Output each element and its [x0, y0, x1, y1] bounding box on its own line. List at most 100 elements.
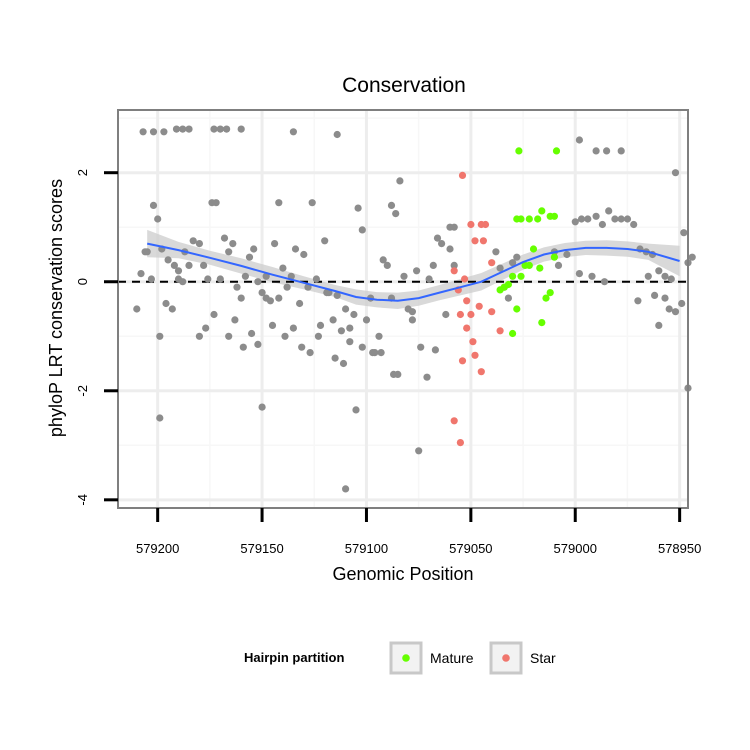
point-other-84: [425, 275, 433, 283]
point-other-22: [154, 215, 162, 223]
point-other-132: [342, 485, 350, 493]
point-star-0: [458, 171, 467, 179]
point-other-1: [149, 128, 158, 136]
point-other-136: [504, 294, 512, 302]
smooth-confidence-band: [147, 229, 680, 309]
point-other-151: [611, 215, 619, 223]
point-star-17: [496, 327, 504, 335]
series-star: [450, 171, 504, 447]
point-other-7: [216, 125, 224, 133]
point-other-69: [358, 226, 366, 234]
point-other-89: [446, 245, 454, 253]
point-other-127: [431, 346, 439, 354]
point-other-131: [415, 447, 423, 455]
point-other-141: [563, 250, 571, 259]
y-tick-label-2: -2: [75, 385, 90, 397]
point-other-46: [262, 272, 270, 280]
point-other-49: [275, 199, 283, 207]
point-other-40: [237, 294, 245, 302]
point-other-128: [156, 414, 164, 422]
point-other-96: [168, 305, 176, 313]
point-star-16: [488, 308, 496, 316]
point-other-166: [665, 305, 673, 313]
point-other-55: [300, 250, 308, 259]
point-other-130: [352, 406, 360, 414]
point-star-11: [475, 302, 483, 310]
point-other-149: [598, 220, 607, 229]
point-other-165: [661, 294, 669, 302]
point-other-2: [160, 128, 168, 136]
point-other-4: [179, 125, 187, 133]
point-star-22: [456, 439, 464, 447]
point-other-102: [225, 332, 233, 340]
point-mature-3: [517, 215, 525, 223]
point-mature-20: [550, 253, 559, 261]
point-other-124: [394, 370, 402, 378]
point-other-103: [231, 316, 239, 324]
point-other-117: [339, 359, 348, 368]
point-other-82: [413, 267, 421, 275]
point-other-118: [346, 324, 354, 332]
point-other-88: [442, 310, 450, 319]
point-other-28: [185, 261, 193, 269]
legend-label-star: Star: [530, 650, 556, 666]
point-other-36: [220, 234, 229, 242]
point-other-170: [688, 253, 696, 261]
point-mature-16: [525, 261, 533, 269]
point-other-57: [308, 199, 316, 207]
point-other-148: [592, 212, 600, 220]
point-other-34: [212, 199, 220, 207]
point-other-67: [350, 310, 358, 319]
y-tick-label-3: -4: [75, 494, 90, 506]
point-other-54: [296, 299, 304, 308]
point-mature-5: [534, 215, 542, 223]
point-other-68: [354, 204, 362, 212]
point-other-140: [554, 261, 563, 269]
point-other-144: [600, 278, 609, 286]
point-other-159: [661, 272, 669, 280]
point-other-97: [174, 267, 183, 275]
point-other-51: [283, 283, 291, 291]
x-tick-label-5: 578950: [658, 541, 701, 556]
point-mature-22: [538, 319, 546, 327]
point-other-134: [496, 264, 504, 272]
point-other-70: [362, 316, 371, 324]
point-star-7: [450, 267, 458, 275]
point-other-83: [417, 343, 425, 351]
point-other-110: [281, 332, 289, 340]
point-other-60: [321, 237, 329, 245]
point-other-85: [429, 261, 437, 269]
point-star-19: [458, 357, 467, 365]
point-other-167: [671, 308, 680, 316]
point-other-116: [331, 354, 339, 362]
point-other-138: [513, 253, 521, 261]
point-other-105: [248, 329, 256, 338]
point-other-31: [200, 261, 208, 269]
point-other-5: [185, 125, 193, 133]
point-other-66: [346, 338, 354, 346]
point-other-6: [210, 125, 218, 133]
point-star-13: [456, 310, 464, 319]
panel-background: [118, 110, 688, 508]
point-other-87: [438, 240, 446, 248]
legend: Hairpin partition Mature Star: [244, 641, 556, 675]
point-other-0: [139, 128, 147, 136]
point-other-147: [584, 215, 592, 223]
point-other-112: [298, 343, 306, 351]
point-other-53: [291, 245, 300, 253]
smooth-line: [146, 242, 680, 302]
legend-label-mature: Mature: [430, 650, 474, 666]
point-other-142: [575, 270, 584, 278]
point-other-129: [258, 403, 266, 411]
point-star-20: [477, 368, 485, 376]
point-other-59: [316, 321, 325, 329]
point-mature-18: [546, 289, 554, 297]
legend-dot-mature: [402, 654, 410, 662]
x-tick-label-1: 579150: [240, 541, 283, 556]
point-other-64: [337, 327, 345, 335]
point-mature-0: [515, 147, 523, 155]
point-other-62: [329, 316, 337, 324]
point-other-154: [630, 220, 638, 229]
point-other-120: [369, 349, 377, 357]
